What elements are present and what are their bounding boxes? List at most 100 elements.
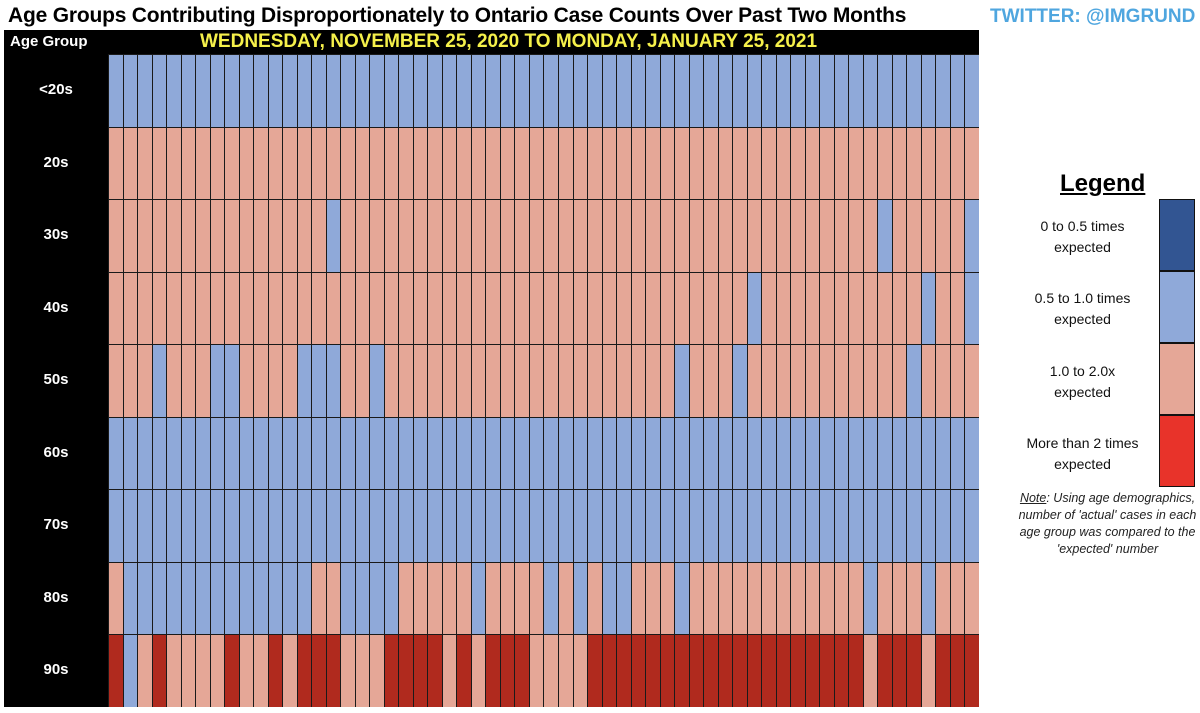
heatmap-cell [412,344,428,417]
heatmap-cell [601,416,617,489]
heatmap-cell [746,634,762,707]
heatmap-cell [354,489,370,562]
heatmap-cell [354,561,370,634]
heatmap-cell [601,54,617,127]
heatmap-cell [877,634,892,707]
heatmap-cell [108,54,123,127]
heatmap-cell [180,344,196,417]
heatmap-cell [427,416,442,489]
heatmap-cell [180,416,196,489]
heatmap-cell [195,416,210,489]
heatmap-cell [151,561,167,634]
heatmap-cell [267,126,283,199]
heatmap-cell [935,561,950,634]
legend-label-line: 0.5 to 1.0 times [1034,290,1131,306]
heatmap-cell [920,634,936,707]
heatmap-cell [195,271,210,344]
heatmap-cell [616,489,631,562]
heatmap-cell [935,344,950,417]
heatmap-cell [325,416,341,489]
heatmap-cell [557,634,573,707]
heatmap-cell [485,54,500,127]
heatmap-cell [340,126,355,199]
heatmap-cell [746,561,762,634]
heatmap-cell [427,634,442,707]
heatmap-cell [790,344,805,417]
heatmap-cell [354,344,370,417]
heatmap-cell [804,489,820,562]
heatmap-cell [688,126,704,199]
heatmap-cell [703,54,718,127]
legend-swatch-pink [1159,343,1195,415]
heatmap-cell [732,271,747,344]
heatmap-cell [964,199,979,272]
heatmap-cell [137,344,152,417]
heatmap-cell [412,416,428,489]
heatmap-cell [659,416,675,489]
heatmap-cell [528,489,544,562]
heatmap-cell [209,416,225,489]
heatmap-cell [398,416,413,489]
heatmap-cell [804,344,820,417]
heatmap-cell [674,489,689,562]
heatmap-cell [267,54,283,127]
heatmap-cell [659,126,675,199]
heatmap-cell [238,634,254,707]
heatmap-cell [906,634,921,707]
heatmap-cell [470,416,486,489]
heatmap-cell [775,634,791,707]
heatmap-cell [790,199,805,272]
heatmap-cell [456,561,471,634]
heatmap-cell [688,54,704,127]
heatmap-cell [935,126,950,199]
heatmap-cell [151,199,167,272]
heatmap-cell [354,126,370,199]
row-label: 50s [43,371,69,389]
heatmap-cell [209,634,225,707]
heatmap-cell [949,199,965,272]
heatmap-cell [166,489,181,562]
heatmap-cell [906,199,921,272]
heatmap-cell [369,199,384,272]
heatmap-grid [108,54,979,707]
heatmap-cell [703,126,718,199]
heatmap-cell [688,416,704,489]
heatmap-cell [964,416,979,489]
heatmap-cell [369,634,384,707]
heatmap-cell [717,199,733,272]
heatmap-cell [761,561,776,634]
heatmap-cell [688,561,704,634]
heatmap-cell [108,489,123,562]
heatmap-cell [441,416,457,489]
heatmap-cell [717,489,733,562]
heatmap-cell [616,561,631,634]
heatmap-cell [659,344,675,417]
heatmap-cell [949,271,965,344]
heatmap-cell [282,344,297,417]
heatmap-cell [848,561,863,634]
heatmap-cell [688,199,704,272]
heatmap-cell [833,126,849,199]
heatmap-cell [514,271,529,344]
heatmap-cell [122,416,138,489]
heatmap-cell [354,54,370,127]
heatmap-cell [848,271,863,344]
heatmap-cell [427,54,442,127]
heatmap-cell [427,199,442,272]
heatmap-cell [920,199,936,272]
heatmap-row [108,344,979,417]
heatmap-cell [862,344,878,417]
heatmap-cell [282,199,297,272]
heatmap-cell [325,634,341,707]
heatmap-cell [383,634,399,707]
heatmap-cell [862,489,878,562]
heatmap-cell [325,489,341,562]
heatmap-cell [253,126,268,199]
heatmap-cell [340,489,355,562]
heatmap-cell [354,199,370,272]
heatmap-cell [819,54,834,127]
heatmap-cell [224,344,239,417]
heatmap-cell [209,489,225,562]
heatmap-cell [848,199,863,272]
heatmap-cell [877,561,892,634]
